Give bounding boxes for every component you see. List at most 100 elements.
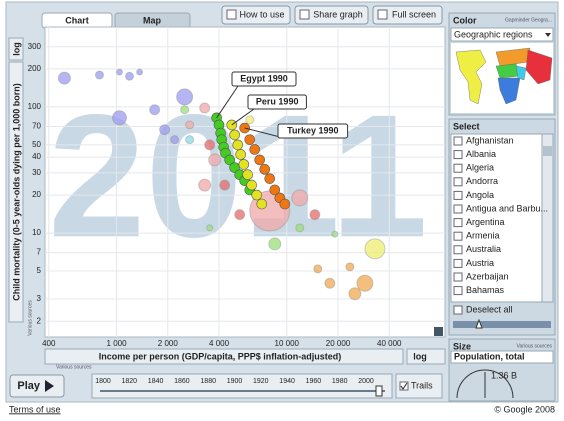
country-name: Andorra — [466, 176, 498, 186]
panel-source: Various sources — [517, 343, 553, 349]
how-to-use-button[interactable] — [221, 5, 291, 25]
scroll-thumb[interactable] — [543, 146, 552, 156]
button-label: Share graph — [313, 9, 363, 19]
bubble — [268, 237, 282, 251]
toolbar: Chart Map How to use Share graph Full sc… — [41, 5, 443, 29]
year-label: 2000 — [358, 378, 374, 385]
size-dropdown[interactable] — [450, 350, 554, 364]
country-name: Austria — [466, 258, 494, 268]
country-list — [450, 133, 554, 303]
bubble — [199, 102, 211, 114]
x-tick-label: 20 000 — [326, 339, 351, 348]
button-label: Full screen — [392, 9, 436, 19]
country-name: Albania — [466, 149, 496, 159]
checkbox[interactable] — [453, 258, 463, 268]
checkbox[interactable] — [453, 245, 463, 255]
deselect-all[interactable]: Deselect all — [466, 304, 513, 314]
scrollbar[interactable] — [541, 133, 554, 303]
play-icon — [45, 380, 54, 392]
opacity-slider[interactable] — [453, 321, 551, 328]
map-region[interactable] — [525, 49, 553, 85]
trail-bubble — [251, 189, 263, 201]
checkbox[interactable] — [453, 150, 463, 160]
checkbox[interactable] — [453, 286, 463, 296]
year-label: 1980 — [332, 378, 348, 385]
bubble — [331, 230, 339, 238]
trail-bubble — [254, 154, 265, 166]
trail-bubble — [244, 134, 256, 145]
checkbox[interactable] — [453, 204, 463, 214]
callout-box — [231, 71, 297, 87]
y-tick-label: 20 — [32, 190, 41, 199]
callout-line — [231, 108, 255, 126]
bubble — [94, 70, 104, 80]
callout-label: Egypt 1990 — [240, 73, 288, 83]
checkbox[interactable] — [453, 190, 463, 200]
callout-box — [277, 123, 349, 139]
callout-box — [247, 94, 307, 110]
y-tick-label: 300 — [28, 42, 42, 51]
year-label: 1880 — [200, 378, 216, 385]
checkbox[interactable] — [453, 177, 463, 187]
checkbox[interactable] — [453, 218, 463, 228]
timeline-box — [91, 373, 393, 399]
dropdown-value: Population, total — [454, 351, 525, 361]
color-dropdown[interactable] — [450, 27, 554, 42]
map-region[interactable] — [455, 49, 487, 105]
play-button[interactable] — [9, 374, 65, 398]
y-axis-label: Child mortality (0-5 year-olds dying per… — [11, 83, 21, 301]
dropdown-value: Geographic regions — [454, 29, 533, 39]
bubble — [112, 110, 127, 126]
slider-knob[interactable] — [475, 318, 483, 329]
terms-link[interactable]: Terms of use — [9, 404, 61, 414]
y-axis-selector[interactable] — [8, 61, 24, 323]
country-name: Australia — [466, 244, 501, 254]
bubble — [291, 189, 309, 207]
country-name: Afghanistan — [466, 135, 514, 145]
bubble — [116, 68, 123, 76]
bubble — [125, 71, 135, 81]
year-label: 1960 — [306, 378, 322, 385]
callout-line — [244, 127, 285, 139]
year-label: 1860 — [174, 378, 190, 385]
bubble — [149, 104, 161, 116]
trail-bubble — [224, 154, 235, 166]
y-tick-label: 3 — [37, 294, 42, 303]
x-log-selector[interactable] — [406, 348, 446, 365]
checkbox[interactable] — [453, 163, 463, 173]
size-max: 1.36 B — [491, 370, 517, 380]
bubble — [364, 238, 386, 260]
panel-title: Select — [453, 121, 480, 131]
icon — [226, 9, 237, 20]
trail-bubble — [232, 139, 244, 151]
callout-line — [216, 85, 239, 119]
y-log-selector[interactable] — [8, 37, 24, 61]
y-source: Various sources — [27, 300, 33, 336]
bubble — [348, 287, 362, 301]
bubble — [234, 209, 246, 221]
bubble — [159, 124, 171, 136]
timeline-knob[interactable] — [375, 385, 383, 397]
map-region[interactable] — [515, 65, 527, 81]
icon — [299, 9, 310, 20]
x-axis-selector[interactable] — [44, 348, 404, 365]
x-axis-label: Income per person (GDP/capita, PPP$ infl… — [99, 351, 342, 361]
checkbox[interactable] — [453, 272, 463, 282]
fullscreen-button[interactable] — [372, 5, 443, 25]
y-tick-label: 200 — [28, 64, 42, 73]
share-button[interactable] — [294, 5, 369, 25]
bubble — [57, 71, 71, 85]
country-name: Armenia — [466, 231, 500, 241]
trails-checkbox[interactable] — [399, 381, 409, 391]
checkbox[interactable] — [453, 231, 463, 241]
x-tick-label: 1 000 — [107, 339, 128, 348]
map-region[interactable] — [497, 77, 521, 105]
checkbox[interactable] — [453, 136, 463, 146]
button-label: How to use — [239, 9, 284, 19]
x-tick-label: 400 — [42, 339, 56, 348]
y-tick-label: 70 — [32, 122, 41, 131]
resize-handle[interactable] — [434, 327, 443, 336]
checkbox[interactable] — [453, 305, 463, 315]
